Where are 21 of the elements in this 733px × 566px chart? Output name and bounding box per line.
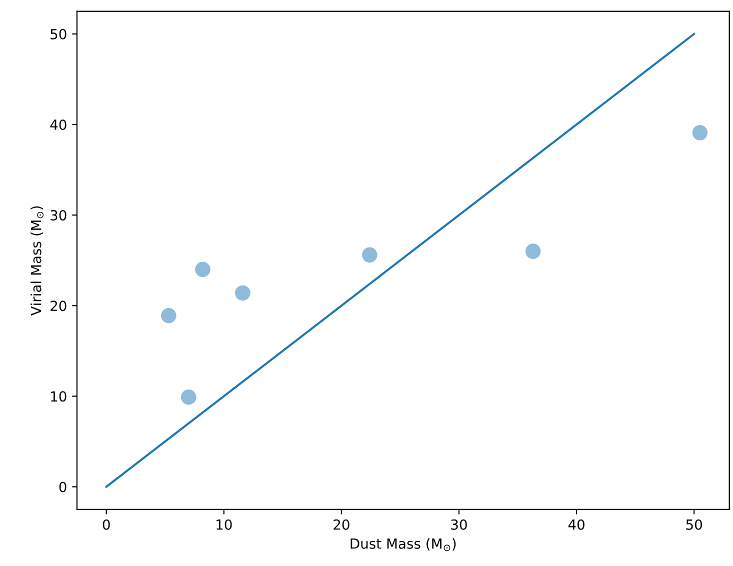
point: [692, 125, 708, 140]
x-tick-label: 30: [451, 519, 467, 530]
x-tick-label: 10: [216, 519, 232, 530]
x-tick-label: 40: [568, 519, 584, 530]
point: [525, 244, 541, 259]
point: [195, 262, 210, 278]
x-tick-label: 0: [102, 519, 110, 530]
y-tick-label: 50: [50, 28, 66, 40]
x-axis-title: Dust Mass (M$_{⊙}$): [350, 538, 456, 552]
y-tick-label: 30: [50, 210, 66, 221]
point: [161, 308, 176, 324]
y-axis-title: Virial Mass (M$_{⊙}$): [30, 206, 44, 316]
y-tick-label: 40: [50, 119, 66, 130]
y-tick-label: 20: [50, 300, 66, 312]
x-tick-label: 20: [334, 519, 350, 530]
y-tick-label: 0: [59, 482, 66, 492]
y-tick-label: 10: [51, 391, 66, 402]
point: [180, 389, 196, 405]
point: [362, 247, 378, 263]
x-tick-label: 50: [686, 519, 702, 530]
point: [235, 285, 250, 301]
